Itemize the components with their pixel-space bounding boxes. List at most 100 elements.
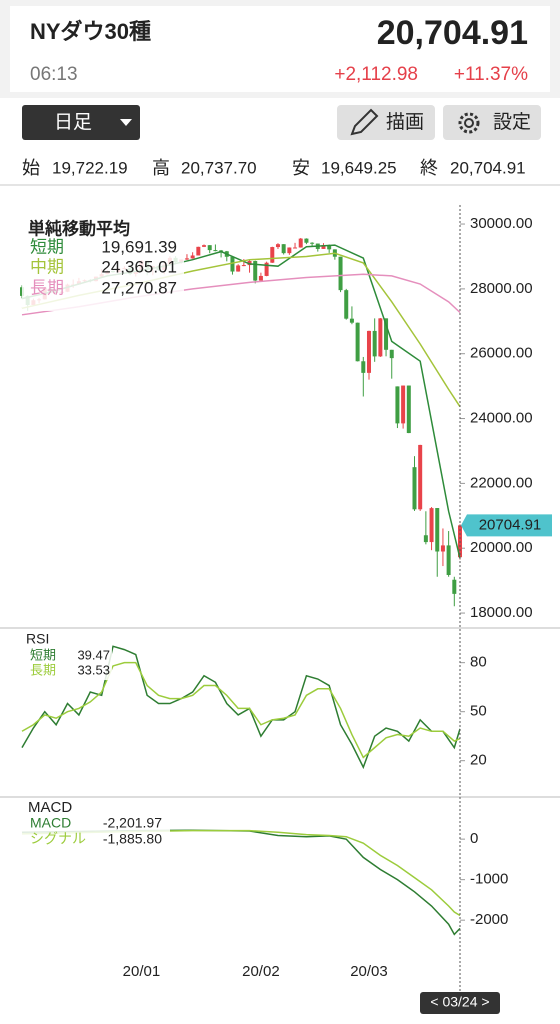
candle-body xyxy=(304,238,309,243)
legend-name: MACD xyxy=(30,815,71,831)
y-tick-label: 20000.00 xyxy=(470,539,533,556)
candle-body xyxy=(202,245,207,247)
ohlc-label: 高 xyxy=(152,158,170,178)
price: 20,704.91 xyxy=(377,14,528,52)
candle-body xyxy=(406,385,411,434)
candle-body xyxy=(321,245,326,249)
y-tick-label: 20 xyxy=(470,752,487,769)
y-tick-label: 30000.00 xyxy=(470,215,533,232)
instrument-title: NYダウ30種 xyxy=(30,19,151,44)
candle-body xyxy=(395,386,400,424)
y-tick-label: 0 xyxy=(470,830,478,847)
candle-body xyxy=(440,545,445,552)
candle-body xyxy=(412,467,417,510)
candle-body xyxy=(207,245,212,251)
header-card xyxy=(10,6,550,92)
y-tick-label: 22000.00 xyxy=(470,474,533,491)
x-tick-label: 20/03 xyxy=(350,963,388,980)
overlay-layer: 20/01 20/02 20/03 30000.00 28000.00 26000.00 2… xyxy=(22,215,552,980)
legend-name: シグナル xyxy=(30,831,86,847)
legend-value: -2,201.97 xyxy=(103,815,162,831)
ohlc-label: 終 xyxy=(420,158,438,178)
period-label: 日足 xyxy=(54,112,92,133)
gear-hub xyxy=(464,118,474,128)
grid-layer xyxy=(460,223,465,921)
pencil-icon xyxy=(350,108,379,136)
y-tick-label: 28000.00 xyxy=(470,280,533,297)
candle-body xyxy=(293,247,298,249)
change: +2,112.98 xyxy=(334,64,418,85)
candle-body xyxy=(247,261,252,266)
ohlc-value: 20,704.91 xyxy=(450,158,526,177)
legend-name: 長期 xyxy=(30,278,64,297)
y-tick-label: 80 xyxy=(470,654,487,671)
candle-body xyxy=(378,318,383,357)
candle-body xyxy=(184,258,189,260)
y-tick-label: 18000.00 xyxy=(470,604,533,621)
candle-body xyxy=(452,579,457,594)
y-tick-label: -1000 xyxy=(470,871,508,888)
period-button[interactable]: 日足 xyxy=(22,105,140,140)
candle-body xyxy=(298,238,303,248)
candle-body xyxy=(366,330,371,373)
candle-body xyxy=(418,444,423,510)
candle-body xyxy=(349,318,354,323)
ohlc-value: 20,737.70 xyxy=(181,158,257,177)
candle-body xyxy=(270,247,275,263)
gear-icon xyxy=(458,112,480,134)
ohlc-value: 19,722.19 xyxy=(52,158,128,177)
legend-name: 短期 xyxy=(30,647,56,662)
cursor-label: < 03/24 > xyxy=(430,994,489,1010)
legend-name: 長期 xyxy=(30,662,56,677)
candle-body xyxy=(361,361,366,373)
y-tick-label: 24000.00 xyxy=(470,410,533,427)
candle-body xyxy=(230,256,235,272)
series-line xyxy=(21,829,461,917)
time: 06:13 xyxy=(30,64,78,85)
ohlc-value: 19,649.25 xyxy=(321,158,397,177)
candle-body xyxy=(196,246,201,256)
draw-label: 描画 xyxy=(386,111,424,133)
candle-body xyxy=(355,322,360,362)
y-tick-label: 50 xyxy=(470,703,487,720)
candle-body xyxy=(281,244,286,254)
cursor-label-bg xyxy=(420,992,500,1014)
y-tick-label: -2000 xyxy=(470,911,508,928)
legend-value: -1,885.80 xyxy=(103,831,162,847)
candle-body xyxy=(446,545,451,576)
ohlc-label: 安 xyxy=(292,158,310,178)
series-line xyxy=(21,645,461,770)
legend-bg xyxy=(22,800,170,850)
legend-value: 39.47 xyxy=(77,647,110,662)
candle-body xyxy=(429,508,434,543)
candle-body xyxy=(264,262,269,276)
candle-body xyxy=(275,244,280,248)
candle-body xyxy=(190,255,195,259)
legend-title: RSI xyxy=(26,631,49,647)
candle-body xyxy=(384,318,389,350)
legend-bg xyxy=(22,632,112,680)
candle-body xyxy=(213,250,218,252)
legend-name: 短期 xyxy=(30,237,64,256)
legend-value: 27,270.87 xyxy=(101,278,177,297)
candle-body xyxy=(310,242,315,244)
candle-body xyxy=(389,349,394,359)
legend-title: MACD xyxy=(28,799,72,816)
dropdown-arrow xyxy=(120,119,132,126)
candle-body xyxy=(372,330,377,357)
settings-button[interactable]: 設定 xyxy=(443,105,541,140)
button-bg xyxy=(22,105,140,140)
candle-body xyxy=(401,385,406,424)
legend-value: 24,365.01 xyxy=(101,257,177,276)
candle-body xyxy=(287,247,292,254)
candle-body xyxy=(327,245,332,250)
candle-body xyxy=(253,261,258,281)
last-price-label: 20704.91 xyxy=(479,516,542,533)
legend-value: 33.53 xyxy=(77,662,110,677)
y-tick-label: 26000.00 xyxy=(470,345,533,362)
legend-bg xyxy=(22,216,184,311)
candle-body xyxy=(236,265,241,272)
draw-button[interactable]: 描画 xyxy=(337,105,435,140)
candle-body xyxy=(423,535,428,543)
